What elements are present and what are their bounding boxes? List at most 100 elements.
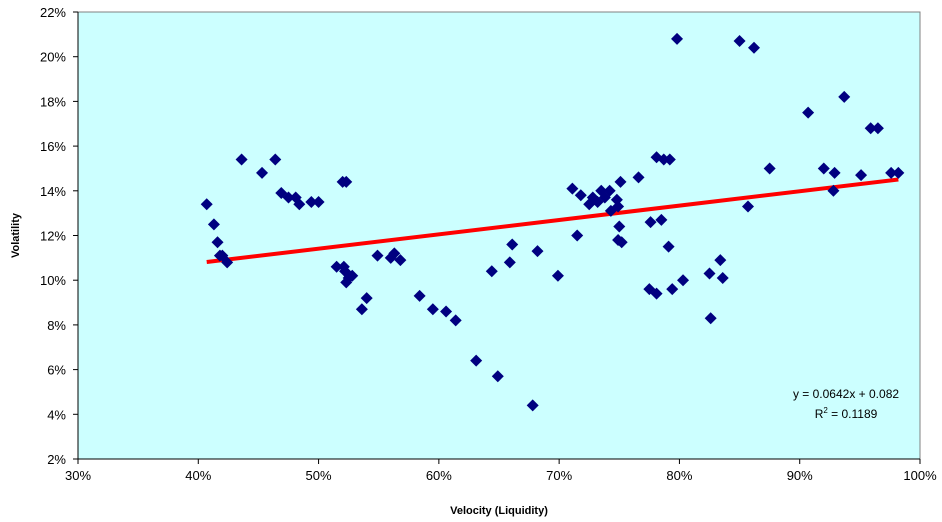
data-point — [615, 236, 628, 249]
x-tick-label: 50% — [306, 468, 332, 483]
data-point — [574, 189, 587, 202]
data-points — [200, 32, 905, 412]
data-point — [612, 200, 625, 213]
x-axis: 30% 40% 50% 60% 70% 80% 90% 100% — [65, 458, 937, 483]
data-point — [269, 153, 282, 166]
data-point — [650, 287, 663, 300]
data-point — [613, 220, 626, 233]
data-point — [614, 175, 627, 188]
data-point — [388, 247, 401, 260]
r2-value: = 0.1189 — [828, 407, 878, 421]
data-point — [603, 184, 616, 197]
data-point — [885, 166, 898, 179]
data-point — [864, 122, 877, 135]
data-point — [293, 198, 306, 211]
data-point — [235, 153, 248, 166]
y-tick-label: 18% — [40, 94, 66, 109]
x-tick-label: 90% — [787, 468, 813, 483]
x-tick-label: 80% — [666, 468, 692, 483]
data-point — [426, 303, 439, 316]
data-point — [312, 195, 325, 208]
data-point — [644, 216, 657, 229]
data-point — [355, 303, 368, 316]
data-point — [413, 289, 426, 302]
x-tick-label: 30% — [65, 468, 91, 483]
data-point — [340, 175, 353, 188]
y-tick-label: 2% — [47, 452, 66, 467]
data-point — [346, 269, 359, 282]
data-point — [657, 153, 670, 166]
data-point — [571, 229, 584, 242]
data-point — [663, 153, 676, 166]
data-point — [655, 213, 668, 226]
x-tick-label: 70% — [546, 468, 572, 483]
data-point — [470, 354, 483, 367]
data-point — [666, 283, 679, 296]
trendline-group — [206, 177, 899, 265]
data-point — [733, 35, 746, 48]
data-point — [838, 90, 851, 103]
data-point — [828, 166, 841, 179]
y-axis-title: Volatility — [10, 212, 22, 258]
x-tick-label: 60% — [426, 468, 452, 483]
data-point — [531, 245, 544, 258]
data-point — [551, 269, 564, 282]
trendline — [206, 177, 899, 265]
data-point — [506, 238, 519, 251]
data-point — [200, 198, 213, 211]
data-point — [871, 122, 884, 135]
data-point — [330, 260, 343, 273]
data-point — [440, 305, 453, 318]
data-point — [211, 236, 224, 249]
y-tick-label: 8% — [47, 318, 66, 333]
plot-area — [77, 11, 921, 460]
data-point — [632, 171, 645, 184]
data-point — [741, 200, 754, 213]
data-point — [716, 271, 729, 284]
data-point — [282, 191, 295, 204]
data-point — [491, 370, 504, 383]
y-tick-label: 16% — [40, 139, 66, 154]
data-point — [305, 195, 318, 208]
data-point — [892, 166, 905, 179]
data-point — [671, 32, 684, 45]
data-point — [802, 106, 815, 119]
data-point — [662, 240, 675, 253]
data-point — [817, 162, 830, 175]
r2-superscript: 2 — [823, 406, 828, 415]
data-point — [714, 254, 727, 267]
data-point — [704, 312, 717, 325]
trendline-r-squared: R2 = 0.1189 — [815, 406, 878, 421]
data-point — [677, 274, 690, 287]
data-point — [566, 182, 579, 195]
data-point — [748, 41, 761, 54]
data-point — [485, 265, 498, 278]
x-axis-title: Velocity (Liquidity) — [450, 505, 548, 517]
y-tick-label: 4% — [47, 407, 66, 422]
data-point — [449, 314, 462, 327]
data-point — [207, 218, 220, 231]
y-axis: 2% 4% 6% 8% 10% 12% 14% 16% 18% 20% 22% — [40, 5, 79, 467]
y-tick-label: 20% — [40, 50, 66, 65]
data-point — [763, 162, 776, 175]
data-point — [827, 184, 840, 197]
x-tick-label: 40% — [185, 468, 211, 483]
data-point — [703, 267, 716, 280]
y-tick-label: 10% — [40, 273, 66, 288]
r2-prefix: R — [815, 407, 824, 421]
y-tick-label: 12% — [40, 229, 66, 244]
data-point — [503, 256, 516, 269]
y-tick-label: 22% — [40, 5, 66, 20]
data-point — [526, 399, 539, 412]
data-point — [371, 249, 384, 262]
data-point — [256, 166, 269, 179]
data-point — [221, 256, 234, 269]
y-tick-label: 6% — [47, 363, 66, 378]
data-point — [855, 169, 868, 182]
data-point — [394, 254, 407, 267]
y-tick-label: 14% — [40, 184, 66, 199]
x-tick-label: 100% — [903, 468, 937, 483]
data-point — [360, 292, 373, 305]
trendline-equation: y = 0.0642x + 0.082 — [793, 387, 899, 401]
